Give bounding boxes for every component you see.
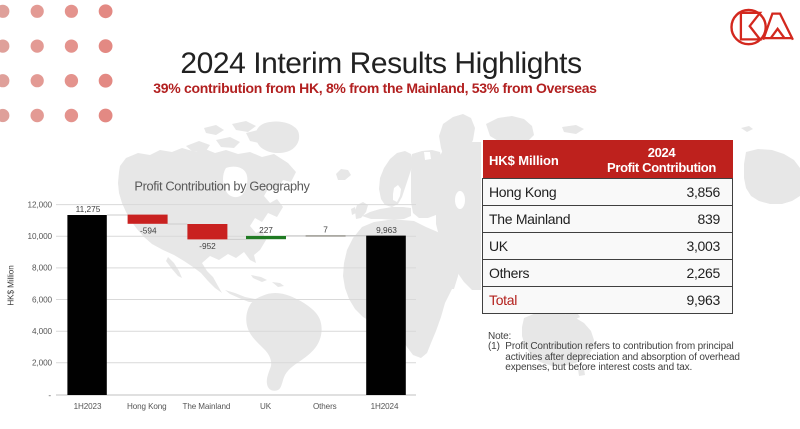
svg-text:1H2023: 1H2023 bbox=[74, 402, 102, 411]
svg-text:9,963: 9,963 bbox=[376, 225, 397, 235]
svg-text:227: 227 bbox=[259, 225, 273, 235]
svg-text:Hong Kong: Hong Kong bbox=[127, 402, 167, 411]
svg-text:HK$ Million: HK$ Million bbox=[7, 265, 16, 306]
svg-text:-952: -952 bbox=[199, 241, 216, 251]
svg-text:10,000: 10,000 bbox=[28, 232, 53, 241]
svg-text:1H2024: 1H2024 bbox=[371, 402, 399, 411]
svg-text:8,000: 8,000 bbox=[32, 264, 53, 273]
svg-text:11,275: 11,275 bbox=[76, 204, 101, 214]
svg-text:2,000: 2,000 bbox=[32, 359, 53, 368]
svg-text:-: - bbox=[48, 391, 51, 400]
svg-text:12,000: 12,000 bbox=[28, 200, 53, 209]
svg-text:7: 7 bbox=[323, 225, 328, 235]
svg-text:Profit Contribution by Geograp: Profit Contribution by Geography bbox=[134, 179, 310, 194]
svg-text:-594: -594 bbox=[140, 226, 157, 236]
svg-text:The Mainland: The Mainland bbox=[182, 402, 230, 411]
svg-text:Others: Others bbox=[313, 402, 337, 411]
svg-text:4,000: 4,000 bbox=[32, 327, 53, 336]
svg-text:6,000: 6,000 bbox=[32, 295, 53, 304]
svg-text:UK: UK bbox=[260, 402, 272, 411]
